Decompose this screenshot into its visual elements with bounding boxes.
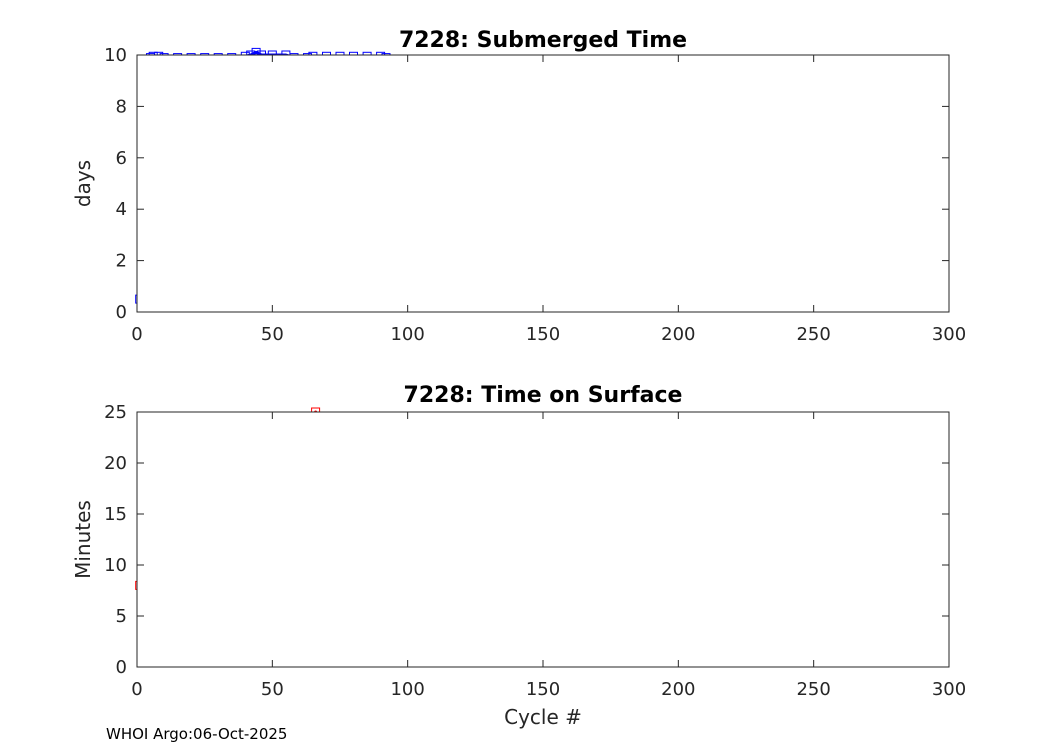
x-tick-label: 300 <box>932 679 966 700</box>
x-tick-label: 0 <box>131 679 142 700</box>
y-tick-label: 10 <box>104 45 127 66</box>
axes-box <box>136 54 950 313</box>
y-tick-label: 25 <box>104 402 127 423</box>
x-tick-label: 150 <box>526 679 560 700</box>
y-tick-label: 5 <box>116 606 127 627</box>
x-tick-label: 200 <box>661 679 695 700</box>
chart-title: 7228: Submerged Time <box>399 28 687 53</box>
y-tick-label: 20 <box>104 453 127 474</box>
y-tick-label: 10 <box>104 555 127 576</box>
footer-credit: WHOI Argo:06-Oct-2025 <box>106 725 288 743</box>
x-tick-label: 250 <box>796 324 830 345</box>
y-tick-label: 0 <box>116 302 127 323</box>
x-tick-label: 100 <box>390 679 424 700</box>
submerged-time-plot: 0 50 100 150 200 250 300 0 2 4 6 8 10 7228: Submerged… <box>71 28 966 345</box>
x-tick-label: 150 <box>526 324 560 345</box>
y-tick-label: 15 <box>104 504 127 525</box>
x-tick-label: 100 <box>390 324 424 345</box>
y-tick-label: 2 <box>116 251 127 272</box>
x-tick-label: 200 <box>661 324 695 345</box>
x-tick-label: 0 <box>131 324 142 345</box>
axes-box <box>136 411 950 668</box>
surface-time-plot: 0 50 100 150 200 250 300 0 5 10 15 20 25 7228: Time o… <box>71 383 966 729</box>
y-tick-label: 6 <box>116 148 127 169</box>
x-tick-label: 50 <box>261 324 284 345</box>
chart-title: 7228: Time on Surface <box>404 383 683 408</box>
x-tick-label: 250 <box>796 679 830 700</box>
y-tick-label: 8 <box>116 96 127 117</box>
y-tick-label: 0 <box>116 657 127 678</box>
x-tick-label: 50 <box>261 679 284 700</box>
x-tick-label: 300 <box>932 324 966 345</box>
y-axis-label: Minutes <box>71 500 95 579</box>
y-tick-label: 4 <box>116 199 127 220</box>
x-axis-label: Cycle # <box>504 705 582 729</box>
y-axis-label: days <box>71 160 95 207</box>
